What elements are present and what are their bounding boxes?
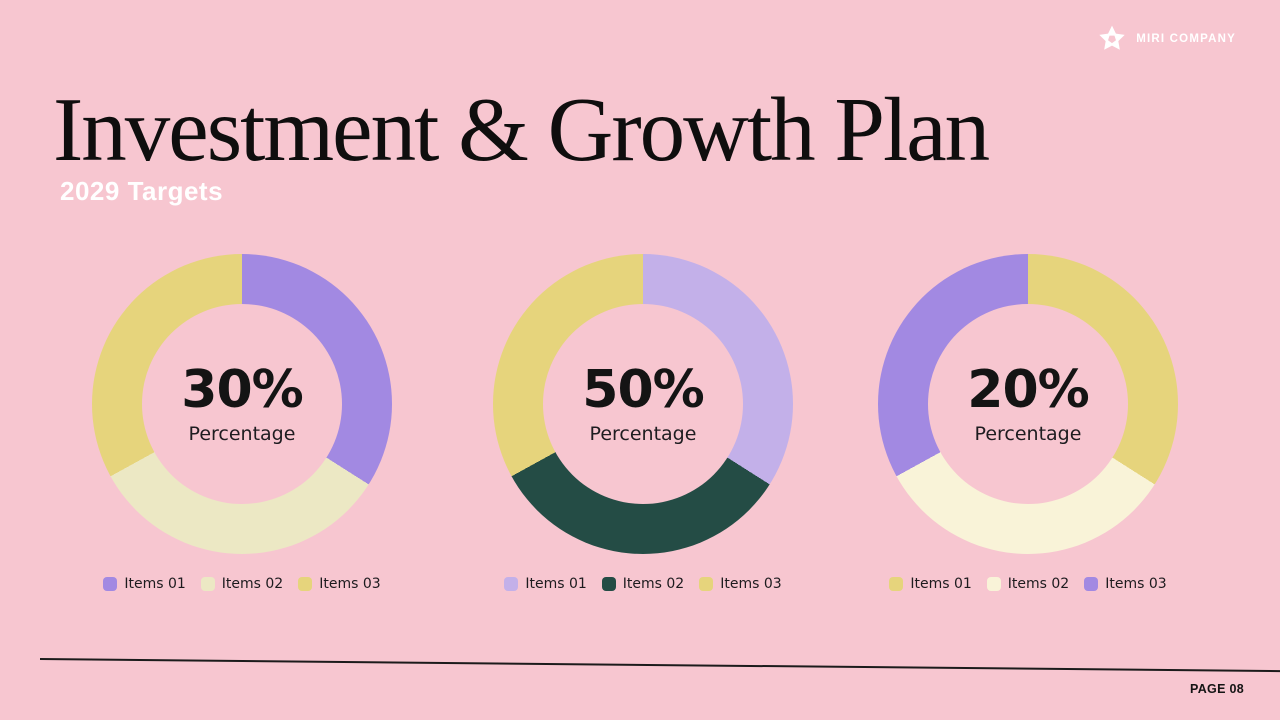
legend-swatch bbox=[504, 577, 519, 591]
donut-chart-1: 30% Percentage Items 01 Items 02 Items 0… bbox=[92, 254, 392, 592]
brand: MIRI COMPANY bbox=[1097, 24, 1236, 54]
donut-ring-2: 50% Percentage bbox=[493, 254, 793, 554]
legend-3: Items 01 Items 02 Items 03 bbox=[878, 576, 1178, 592]
legend-1: Items 01 Items 02 Items 03 bbox=[92, 576, 392, 592]
center-value-2: 50% bbox=[582, 359, 704, 420]
legend-item: Items 02 bbox=[986, 576, 1070, 592]
legend-item: Items 03 bbox=[1084, 576, 1167, 592]
center-label-3: Percentage bbox=[974, 422, 1082, 445]
legend-swatch bbox=[699, 577, 714, 591]
legend-swatch bbox=[601, 577, 616, 591]
legend-label: Items 03 bbox=[720, 576, 782, 592]
donut-hole-3: 20% Percentage bbox=[928, 304, 1128, 504]
donut-hole-2: 50% Percentage bbox=[543, 304, 743, 504]
legend-label: Items 02 bbox=[1007, 576, 1070, 592]
legend-label: Items 01 bbox=[525, 576, 587, 592]
legend-label: Items 01 bbox=[910, 576, 972, 592]
center-value-1: 30% bbox=[181, 359, 303, 420]
legend-item: Items 01 bbox=[504, 576, 587, 592]
donut-hole-1: 30% Percentage bbox=[142, 304, 342, 504]
legend-item: Items 01 bbox=[103, 576, 186, 592]
legend-swatch bbox=[298, 577, 313, 591]
legend-item: Items 02 bbox=[200, 576, 284, 592]
legend-label: Items 03 bbox=[319, 576, 381, 592]
brand-name: MIRI COMPANY bbox=[1136, 33, 1236, 45]
legend-swatch bbox=[889, 577, 904, 591]
center-label-2: Percentage bbox=[589, 422, 697, 445]
page-subtitle: 2029 Targets bbox=[60, 176, 224, 206]
legend-label: Items 02 bbox=[622, 576, 685, 592]
legend-2: Items 01 Items 02 Items 03 bbox=[493, 576, 793, 592]
center-value-3: 20% bbox=[967, 359, 1089, 420]
legend-label: Items 03 bbox=[1105, 576, 1167, 592]
legend-swatch bbox=[1084, 577, 1099, 591]
legend-item: Items 03 bbox=[699, 576, 782, 592]
star-flower-icon bbox=[1099, 25, 1125, 50]
legend-item: Items 03 bbox=[298, 576, 381, 592]
center-label-1: Percentage bbox=[188, 422, 296, 445]
donut-chart-2: 50% Percentage Items 01 Items 02 Items 0… bbox=[493, 254, 793, 592]
footer-divider-line bbox=[39, 658, 1280, 673]
legend-swatch bbox=[200, 577, 215, 591]
page-title: Investment & Growth Plan bbox=[53, 79, 990, 180]
legend-swatch bbox=[986, 577, 1001, 591]
donut-chart-3: 20% Percentage Items 01 Items 02 Items 0… bbox=[878, 254, 1178, 592]
legend-item: Items 01 bbox=[889, 576, 972, 592]
legend-label: Items 01 bbox=[124, 576, 186, 592]
legend-item: Items 02 bbox=[601, 576, 685, 592]
donut-ring-3: 20% Percentage bbox=[878, 254, 1178, 554]
legend-swatch bbox=[103, 577, 118, 591]
legend-label: Items 02 bbox=[221, 576, 284, 592]
page-number: PAGE 08 bbox=[1190, 682, 1244, 696]
donut-ring-1: 30% Percentage bbox=[92, 254, 392, 554]
